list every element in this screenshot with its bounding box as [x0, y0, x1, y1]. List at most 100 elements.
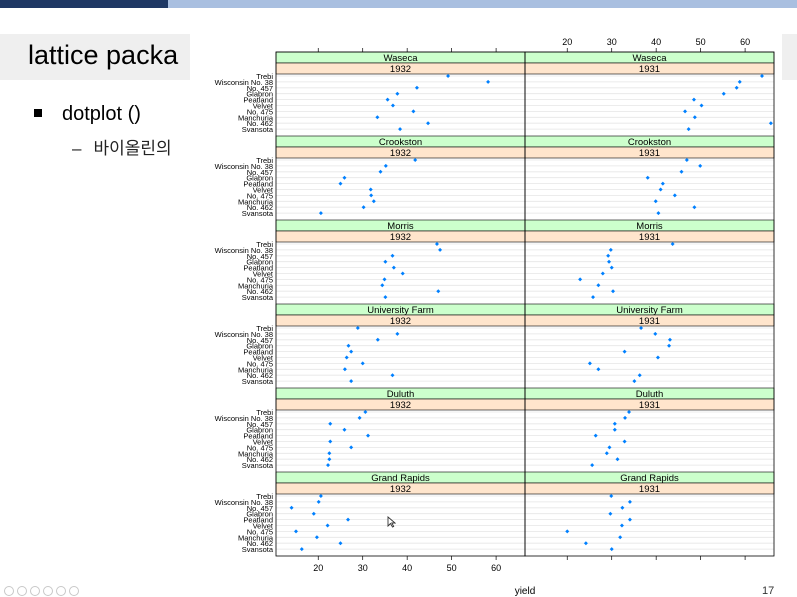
data-point — [369, 193, 374, 198]
variety-tick-label: Trebi — [256, 324, 273, 333]
data-point — [591, 295, 596, 300]
variety-tick-label: Velvet — [253, 186, 274, 195]
data-point — [436, 289, 441, 294]
variety-tick-label: Glabron — [246, 174, 273, 183]
slides-grid-icon[interactable] — [43, 586, 53, 596]
data-point — [734, 85, 739, 90]
data-point — [316, 499, 321, 504]
data-point — [338, 541, 343, 546]
data-point — [606, 253, 611, 258]
data-point — [672, 193, 677, 198]
data-point — [346, 517, 351, 522]
variety-tick-label: No. 457 — [247, 336, 273, 345]
variety-tick-label: No. 457 — [247, 84, 273, 93]
data-point — [294, 529, 299, 534]
page-number: 17 — [762, 585, 775, 597]
data-point — [609, 265, 614, 270]
strip-year-label: 1932 — [390, 400, 411, 411]
slide-title: lattice packa — [28, 40, 179, 70]
data-point — [426, 121, 431, 126]
strip-site-label: Grand Rapids — [620, 473, 679, 484]
data-point — [346, 343, 351, 348]
x-tick-label: 30 — [607, 37, 617, 47]
data-point — [667, 343, 672, 348]
x-tick-label: 50 — [696, 37, 706, 47]
x-tick-label: 30 — [358, 563, 368, 573]
strip-site-label: University Farm — [367, 305, 434, 316]
data-point — [660, 181, 665, 186]
data-point — [413, 158, 418, 162]
variety-tick-label: Trebi — [256, 240, 273, 249]
variety-tick-label: Velvet — [253, 438, 274, 447]
slide-show-controls[interactable] — [4, 586, 79, 597]
data-point — [768, 121, 773, 126]
variety-tick-label: No. 475 — [247, 359, 273, 368]
data-point — [604, 451, 609, 456]
data-point — [383, 259, 388, 264]
data-point — [383, 295, 388, 300]
data-point — [658, 187, 663, 192]
pen-tool-icon[interactable] — [30, 586, 40, 596]
data-point — [583, 541, 588, 546]
prev-slide-icon[interactable] — [4, 586, 14, 596]
x-tick-label: 20 — [562, 37, 572, 47]
variety-tick-label: Manchuria — [238, 197, 274, 206]
data-point — [385, 97, 390, 102]
variety-tick-label: Manchuria — [238, 449, 274, 458]
strip-year-label: 1931 — [639, 484, 660, 495]
more-options-icon[interactable] — [69, 586, 79, 596]
data-point — [380, 283, 385, 288]
data-point — [327, 457, 332, 462]
variety-tick-label: Velvet — [253, 522, 274, 531]
data-point — [289, 505, 294, 510]
dash-bullet-icon: – — [72, 139, 82, 158]
variety-tick-label: Wisconsin No. 38 — [215, 498, 273, 507]
data-point — [486, 79, 491, 84]
variety-tick-label: Peatland — [243, 180, 273, 189]
variety-tick-label: Peatland — [243, 348, 273, 357]
data-point — [349, 349, 354, 354]
zoom-icon[interactable] — [56, 586, 66, 596]
data-point — [684, 158, 689, 162]
variety-tick-label: Svansota — [242, 125, 274, 134]
variety-tick-label: Manchuria — [238, 533, 274, 542]
variety-tick-label: No. 457 — [247, 168, 273, 177]
strip-year-label: 1931 — [639, 400, 660, 411]
variety-tick-label: Glabron — [246, 258, 273, 267]
variety-tick-label: No. 475 — [247, 191, 273, 200]
data-point — [623, 415, 628, 420]
sub-bullet-item: – 바이올린의 — [72, 134, 172, 159]
data-point — [670, 242, 675, 246]
data-point — [355, 326, 360, 330]
data-point — [698, 163, 703, 168]
strip-year-label: 1931 — [639, 316, 660, 327]
variety-tick-label: Trebi — [256, 492, 273, 501]
variety-tick-label: No. 462 — [247, 203, 273, 212]
data-point — [398, 127, 403, 132]
next-slide-icon[interactable] — [17, 586, 27, 596]
variety-tick-label: Peatland — [243, 264, 273, 273]
data-point — [327, 451, 332, 456]
variety-tick-label: No. 457 — [247, 504, 273, 513]
bullet-text: dotplot () — [62, 103, 141, 125]
variety-tick-label: Velvet — [253, 270, 274, 279]
data-point — [608, 247, 613, 252]
data-point — [627, 499, 632, 504]
data-point — [692, 115, 697, 120]
variety-tick-label: Glabron — [246, 342, 273, 351]
data-point — [378, 169, 383, 174]
panel-column-frame — [524, 51, 775, 557]
strip-year-label: 1932 — [390, 484, 411, 495]
data-point — [587, 361, 592, 366]
data-point — [593, 433, 598, 438]
data-point — [565, 529, 570, 534]
square-bullet-icon — [34, 108, 42, 117]
data-point — [600, 271, 605, 276]
variety-tick-label: Trebi — [256, 72, 273, 81]
data-point — [325, 523, 330, 528]
data-point — [627, 410, 632, 414]
data-point — [721, 91, 726, 96]
data-point — [400, 271, 405, 276]
data-point — [615, 457, 620, 462]
